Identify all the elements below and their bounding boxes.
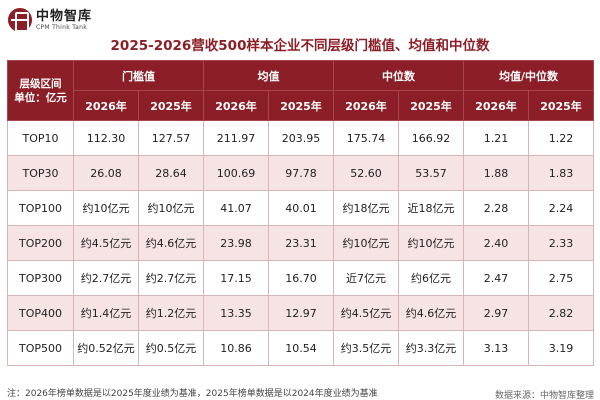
row-label-cell: TOP400	[7, 295, 74, 331]
value-cell: 100.69	[203, 155, 269, 191]
table-row: TOP400 约1.4亿元 约1.2亿元 13.35 12.97 约4.5亿元 约4.6亿元…	[7, 295, 594, 331]
value-cell: 23.98	[203, 225, 269, 261]
logo: 中物智库 CPM Think Tank	[8, 8, 92, 32]
value-cell: 约6亿元	[398, 260, 464, 296]
value-cell: 2.82	[528, 295, 594, 331]
corner-header: 层级区间 单位：亿元	[7, 60, 74, 121]
value-cell: 约4.6亿元	[398, 295, 464, 331]
value-cell: 近7亿元	[333, 260, 399, 296]
table-body: TOP10 112.30 127.57 211.97 203.95 175.74 166.9…	[7, 120, 594, 366]
value-cell: 23.31	[268, 225, 334, 261]
logo-mark-icon	[8, 8, 32, 32]
value-cell: 约1.2亿元	[138, 295, 204, 331]
table-row: TOP300 约2.7亿元 约2.7亿元 17.15 16.70 近7亿元 约6亿元 2.47…	[7, 260, 594, 296]
value-cell: 2.28	[463, 190, 529, 226]
value-cell: 211.97	[203, 120, 269, 156]
value-cell: 10.86	[203, 330, 269, 366]
value-cell: 约4.6亿元	[138, 225, 204, 261]
row-label-cell: TOP30	[7, 155, 74, 191]
value-cell: 17.15	[203, 260, 269, 296]
year-header: 2025年	[528, 90, 594, 121]
data-table: 层级区间 单位：亿元 门槛值 均值 中位数 均值/中位数 2026年 2025年…	[7, 60, 594, 366]
value-cell: 约0.5亿元	[138, 330, 204, 366]
year-header: 2025年	[398, 90, 464, 121]
value-cell: 2.24	[528, 190, 594, 226]
logo-en-text: CPM Think Tank	[36, 23, 88, 31]
group-header-median: 中位数	[333, 60, 464, 91]
row-label-cell: TOP500	[7, 330, 74, 366]
table-row: TOP100 约10亿元 约10亿元 41.07 40.01 约18亿元 近18亿元 2.28…	[7, 190, 594, 226]
value-cell: 41.07	[203, 190, 269, 226]
value-cell: 1.22	[528, 120, 594, 156]
value-cell: 127.57	[138, 120, 204, 156]
year-header: 2026年	[463, 90, 529, 121]
value-cell: 2.97	[463, 295, 529, 331]
value-cell: 约3.5亿元	[333, 330, 399, 366]
value-cell: 约4.5亿元	[73, 225, 139, 261]
value-cell: 约18亿元	[333, 190, 399, 226]
value-cell: 3.19	[528, 330, 594, 366]
value-cell: 13.35	[203, 295, 269, 331]
value-cell: 52.60	[333, 155, 399, 191]
value-cell: 10.54	[268, 330, 334, 366]
table-row: TOP30 26.08 28.64 100.69 97.78 52.60 53.57 1.88…	[7, 155, 594, 191]
value-cell: 1.83	[528, 155, 594, 191]
value-cell: 约10亿元	[138, 190, 204, 226]
table-row: TOP200 约4.5亿元 约4.6亿元 23.98 23.31 约10亿元 约10亿元 2.…	[7, 225, 594, 261]
group-header-threshold: 门槛值	[73, 60, 204, 91]
year-header: 2026年	[73, 90, 139, 121]
value-cell: 112.30	[73, 120, 139, 156]
value-cell: 12.97	[268, 295, 334, 331]
group-header-mean: 均值	[203, 60, 334, 91]
value-cell: 1.21	[463, 120, 529, 156]
value-cell: 约10亿元	[333, 225, 399, 261]
value-cell: 2.75	[528, 260, 594, 296]
value-cell: 约2.7亿元	[138, 260, 204, 296]
year-header: 2026年	[203, 90, 269, 121]
page-title: 2025-2026营收500样本企业不同层级门槛值、均值和中位数	[110, 38, 490, 54]
value-cell: 26.08	[73, 155, 139, 191]
value-cell: 16.70	[268, 260, 334, 296]
value-cell: 2.47	[463, 260, 529, 296]
corner-line-2: 单位：亿元	[14, 91, 67, 104]
value-cell: 175.74	[333, 120, 399, 156]
value-cell: 约0.52亿元	[73, 330, 139, 366]
value-cell: 2.40	[463, 225, 529, 261]
row-label-cell: TOP300	[7, 260, 74, 296]
value-cell: 约10亿元	[398, 225, 464, 261]
value-cell: 约2.7亿元	[73, 260, 139, 296]
value-cell: 40.01	[268, 190, 334, 226]
year-header: 2025年	[138, 90, 204, 121]
corner-line-1: 层级区间	[19, 77, 62, 90]
value-cell: 约3.3亿元	[398, 330, 464, 366]
footnote: 注：2026年榜单数据是以2025年度业绩为基准，2025年榜单数据是以2024…	[7, 389, 378, 399]
value-cell: 28.64	[138, 155, 204, 191]
value-cell: 约1.4亿元	[73, 295, 139, 331]
year-header: 2026年	[333, 90, 399, 121]
value-cell: 53.57	[398, 155, 464, 191]
value-cell: 约10亿元	[73, 190, 139, 226]
year-header: 2025年	[268, 90, 334, 121]
table-row: TOP500 约0.52亿元 约0.5亿元 10.86 10.54 约3.5亿元 约3.3亿…	[7, 330, 594, 366]
value-cell: 166.92	[398, 120, 464, 156]
value-cell: 3.13	[463, 330, 529, 366]
value-cell: 203.95	[268, 120, 334, 156]
table-row: TOP10 112.30 127.57 211.97 203.95 175.74 166.9…	[7, 120, 594, 156]
logo-cn-text: 中物智库	[36, 8, 93, 24]
row-label-cell: TOP100	[7, 190, 74, 226]
row-label-cell: TOP200	[7, 225, 74, 261]
group-header-ratio: 均值/中位数	[463, 60, 594, 91]
value-cell: 2.33	[528, 225, 594, 261]
value-cell: 1.88	[463, 155, 529, 191]
value-cell: 约4.5亿元	[333, 295, 399, 331]
row-label-cell: TOP10	[7, 120, 74, 156]
value-cell: 97.78	[268, 155, 334, 191]
source-note: 数据来源：中物智库整理	[494, 391, 594, 400]
value-cell: 近18亿元	[398, 190, 464, 226]
